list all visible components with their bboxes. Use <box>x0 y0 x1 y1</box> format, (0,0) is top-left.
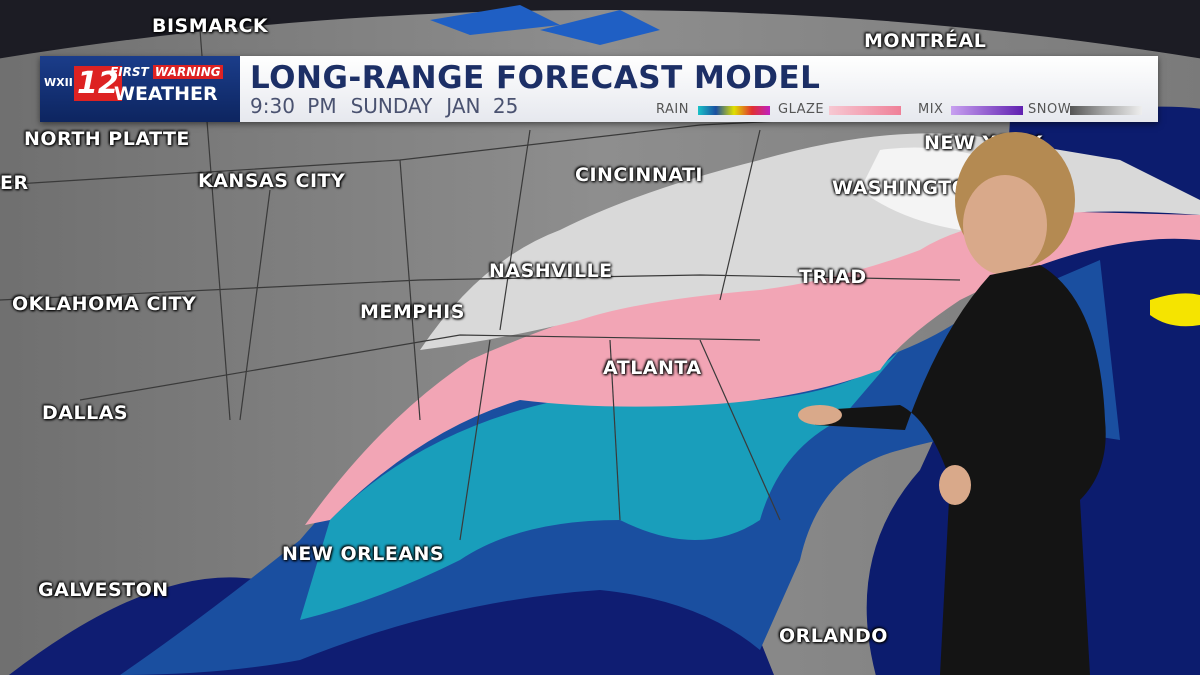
city-label: CINCINNATI <box>575 164 703 186</box>
city-label: OKLAHOMA CITY <box>12 293 197 315</box>
rain-light <box>300 350 900 620</box>
city-label: DALLAS <box>42 402 129 424</box>
city-label: KANSAS CITY <box>198 170 346 192</box>
station-logo: WXII 12 FIRST WARNING WEATHER <box>40 56 240 122</box>
presenter <box>798 132 1106 675</box>
city-label: ATLANTA <box>603 357 702 379</box>
channel-number: 12 <box>74 66 122 101</box>
legend-label: RAIN <box>656 102 689 117</box>
legend-label: MIX <box>918 102 944 117</box>
city-label: TRIAD <box>799 266 867 288</box>
time: 9:30 PM <box>250 94 337 118</box>
brand-first: FIRST <box>110 65 149 79</box>
city-label: NORTH PLATTE <box>24 128 190 150</box>
title-banner: WXII 12 FIRST WARNING WEATHER LONG-RANGE… <box>40 56 1158 122</box>
brand-bottom: WEATHER <box>114 83 218 105</box>
mix-spot <box>1150 293 1200 327</box>
legend-swatch <box>951 106 1023 115</box>
forecast-time: 9:30 PM SUNDAY JAN 25 <box>250 94 532 118</box>
city-label: BISMARCK <box>152 15 269 37</box>
legend-swatch <box>1070 106 1142 115</box>
brand-top: FIRST WARNING <box>110 65 223 79</box>
city-label: ER <box>0 172 29 194</box>
city-label: WASHINGTON <box>832 177 985 199</box>
city-label: NASHVILLE <box>489 260 613 282</box>
city-label: GALVESTON <box>38 579 169 601</box>
headline: LONG-RANGE FORECAST MODEL <box>250 60 821 96</box>
brand-warning: WARNING <box>152 65 223 79</box>
station-call: WXII <box>44 76 73 89</box>
legend-swatch <box>829 106 901 115</box>
city-label: MEMPHIS <box>360 301 465 323</box>
glaze <box>305 210 1200 525</box>
great-lakes <box>430 5 660 45</box>
legend-label: GLAZE <box>778 102 825 117</box>
date: JAN 25 <box>446 94 519 118</box>
legend-label: SNOW <box>1028 102 1072 117</box>
day: SUNDAY <box>350 94 433 118</box>
city-label: ORLANDO <box>779 625 888 647</box>
city-label: MONTRÉAL <box>864 30 987 52</box>
legend-swatch <box>698 106 770 115</box>
city-label: NEW ORLEANS <box>282 543 445 565</box>
